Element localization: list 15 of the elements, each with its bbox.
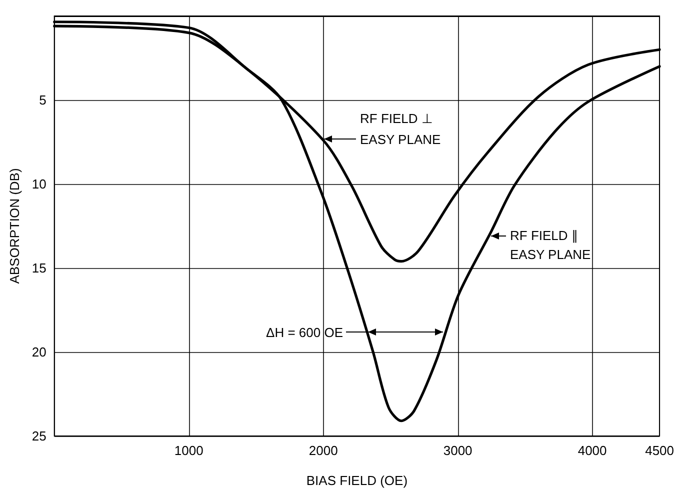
annotation: ΔH = 600 OE bbox=[266, 325, 344, 340]
x-tick-label: 1000 bbox=[174, 443, 204, 458]
x-tick-label: 3000 bbox=[443, 443, 472, 458]
y-tick-label: 25 bbox=[32, 428, 46, 444]
annotation: RF FIELD ⊥ EASY PLANE bbox=[360, 111, 442, 147]
y-tick-label: 10 bbox=[32, 176, 46, 192]
x-axis-title: BIAS FIELD (OE) bbox=[306, 473, 408, 488]
x-tick-label: 4500 bbox=[645, 443, 674, 458]
x-tick-label: 2000 bbox=[308, 443, 338, 458]
y-tick-label: 15 bbox=[32, 260, 46, 276]
y-tick-label: 5 bbox=[39, 92, 46, 108]
y-axis-title: ABSORPTION (DB) bbox=[7, 168, 22, 284]
y-tick-label: 20 bbox=[32, 344, 46, 360]
annotation: RF FIELD ∥ EASY PLANE bbox=[510, 228, 592, 262]
x-tick-label: 4000 bbox=[578, 443, 607, 458]
